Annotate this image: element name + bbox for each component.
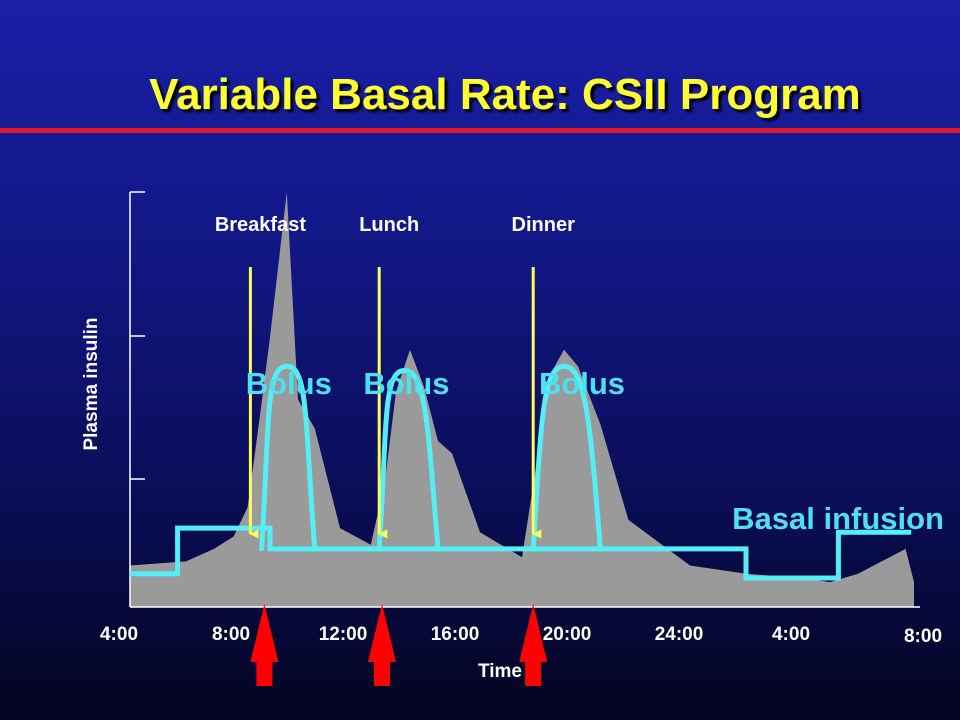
bolus-arrows <box>250 604 548 686</box>
meal-arrows <box>248 267 542 539</box>
bolus-label-1: Bolus <box>246 366 332 401</box>
slide-title: Variable Basal Rate: CSII Program <box>149 70 861 119</box>
meal-label-breakfast: Breakfast <box>215 214 307 236</box>
x-tick-label: 16:00 <box>431 624 480 645</box>
x-tick-label: 12:00 <box>319 624 368 645</box>
y-axis-label: Plasma insulin <box>81 317 102 450</box>
bolus-curve-1 <box>259 363 318 552</box>
x-tick-label: 4:00 <box>772 624 810 645</box>
bolus-curve-2 <box>376 367 441 552</box>
plot-area <box>130 192 914 607</box>
bolus-label-2: Bolus <box>363 366 449 401</box>
bolus-arrow-2 <box>368 604 396 686</box>
bolus-curve-3 <box>530 363 603 552</box>
bolus-label-3: Bolus <box>539 366 625 401</box>
bolus-arrow-3 <box>519 604 548 686</box>
insulin-area <box>130 192 914 607</box>
x-tick-label: 20:00 <box>543 624 592 645</box>
basal-infusion-label: Basal infusion <box>732 501 944 536</box>
x-tick-label: 4:00 <box>100 624 138 645</box>
bolus-arrow-1 <box>250 604 279 686</box>
bolus-layer <box>259 363 603 552</box>
meal-label-lunch: Lunch <box>359 214 419 236</box>
x-axis-label: Time <box>478 661 522 682</box>
meal-label-dinner: Dinner <box>512 214 576 236</box>
chart-labels: Breakfast Lunch Dinner Bolus Bolus Bolus Basal… <box>81 214 944 682</box>
x-tick-label: 24:00 <box>655 624 704 645</box>
axes <box>129 191 920 608</box>
basal-infusion-line <box>130 525 912 581</box>
title-divider <box>0 128 960 133</box>
x-tick-label: 8:00 <box>904 626 942 647</box>
basal-layer <box>130 525 912 581</box>
x-tick-label: 8:00 <box>212 624 250 645</box>
